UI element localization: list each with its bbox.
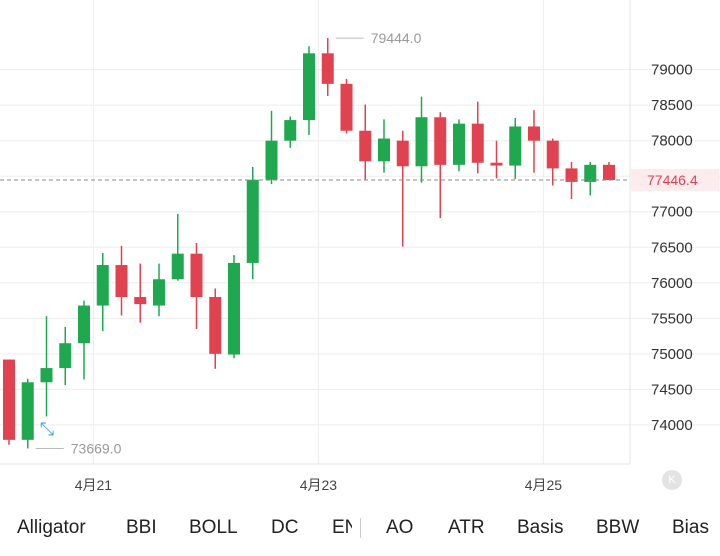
- candle-body: [3, 359, 15, 440]
- last-price-badge: [631, 169, 719, 192]
- chevron-left-icon[interactable]: K: [662, 470, 682, 490]
- indicator-basis[interactable]: Basis: [517, 517, 564, 538]
- y-tick-label: 79000: [651, 62, 693, 79]
- candle-body: [96, 265, 109, 306]
- y-tick-label: 78500: [651, 97, 693, 114]
- y-tick-label: 76000: [651, 275, 693, 292]
- candle-body: [509, 126, 522, 166]
- indicator-alligator[interactable]: Alligator: [17, 517, 86, 538]
- candle-body: [490, 162, 503, 166]
- indicator-bbw[interactable]: BBW: [596, 517, 640, 538]
- candle-body: [453, 123, 465, 165]
- y-tick-label: 75000: [651, 346, 693, 363]
- candle-body: [153, 279, 165, 306]
- candle-body: [134, 297, 147, 305]
- indicator-boll[interactable]: BOLL: [189, 517, 238, 538]
- indicator-bar: Alligator BBI BOLL DC EN AO ATR Basis BB…: [0, 508, 720, 548]
- low-price-label: 73669.0: [71, 440, 122, 456]
- indicator-bias[interactable]: Bias: [672, 517, 709, 538]
- y-tick-label: 76500: [651, 239, 693, 256]
- y-tick-label: 74000: [651, 417, 693, 434]
- candle-body: [603, 164, 615, 181]
- candle-body: [584, 164, 597, 182]
- candle-body: [171, 253, 184, 280]
- candle-body: [528, 126, 540, 141]
- candle-body: [303, 53, 315, 121]
- candle-body: [471, 123, 484, 163]
- candle-body: [321, 53, 334, 84]
- y-tick-label: 77000: [651, 204, 693, 221]
- indicator-ao[interactable]: AO: [386, 517, 414, 538]
- candle-body: [115, 265, 128, 298]
- candle-body: [265, 140, 278, 180]
- candles: [3, 38, 615, 449]
- candle-body: [396, 140, 409, 167]
- grid: [0, 0, 720, 464]
- candle-body: [21, 382, 34, 440]
- annotations: 79444.0 73669.0 77446.4: [0, 30, 719, 456]
- x-tick-label: 4月25: [525, 477, 563, 493]
- candle-body: [246, 179, 259, 263]
- indicator-dc[interactable]: DC: [271, 517, 299, 538]
- indicator-clipped[interactable]: EN: [332, 517, 352, 538]
- candle-body: [284, 120, 297, 141]
- candle-body: [378, 138, 390, 162]
- candle-body: [546, 140, 559, 169]
- candle-body: [359, 130, 372, 162]
- chart-area[interactable]: 7900078500780007750077000765007600075500…: [0, 0, 720, 500]
- candle-body: [78, 305, 90, 344]
- candle-body: [434, 117, 447, 165]
- candle-body: [40, 368, 53, 383]
- y-tick-label: 74500: [651, 381, 693, 398]
- candle-body: [228, 262, 240, 355]
- indicator-atr[interactable]: ATR: [448, 517, 485, 538]
- candlestick-chart[interactable]: 7900078500780007750077000765007600075500…: [0, 0, 720, 500]
- x-tick-label: 4月23: [300, 477, 338, 493]
- last-price-label: 77446.4: [647, 172, 698, 188]
- price-axis: 7900078500780007750077000765007600075500…: [0, 0, 693, 493]
- indicator-separator: [360, 518, 361, 538]
- candle-body: [415, 117, 428, 167]
- indicator-bbi[interactable]: BBI: [126, 517, 157, 538]
- candle-body: [565, 168, 578, 182]
- candle-body: [209, 297, 222, 354]
- candle-body: [340, 83, 353, 131]
- y-tick-label: 78000: [651, 133, 693, 150]
- x-tick-label: 4月21: [75, 477, 113, 493]
- candle-body: [59, 343, 72, 369]
- y-tick-label: 75500: [651, 310, 693, 327]
- high-price-label: 79444.0: [371, 30, 422, 46]
- candle-body: [190, 253, 203, 298]
- expand-diagonal-icon[interactable]: ⤡: [39, 419, 55, 439]
